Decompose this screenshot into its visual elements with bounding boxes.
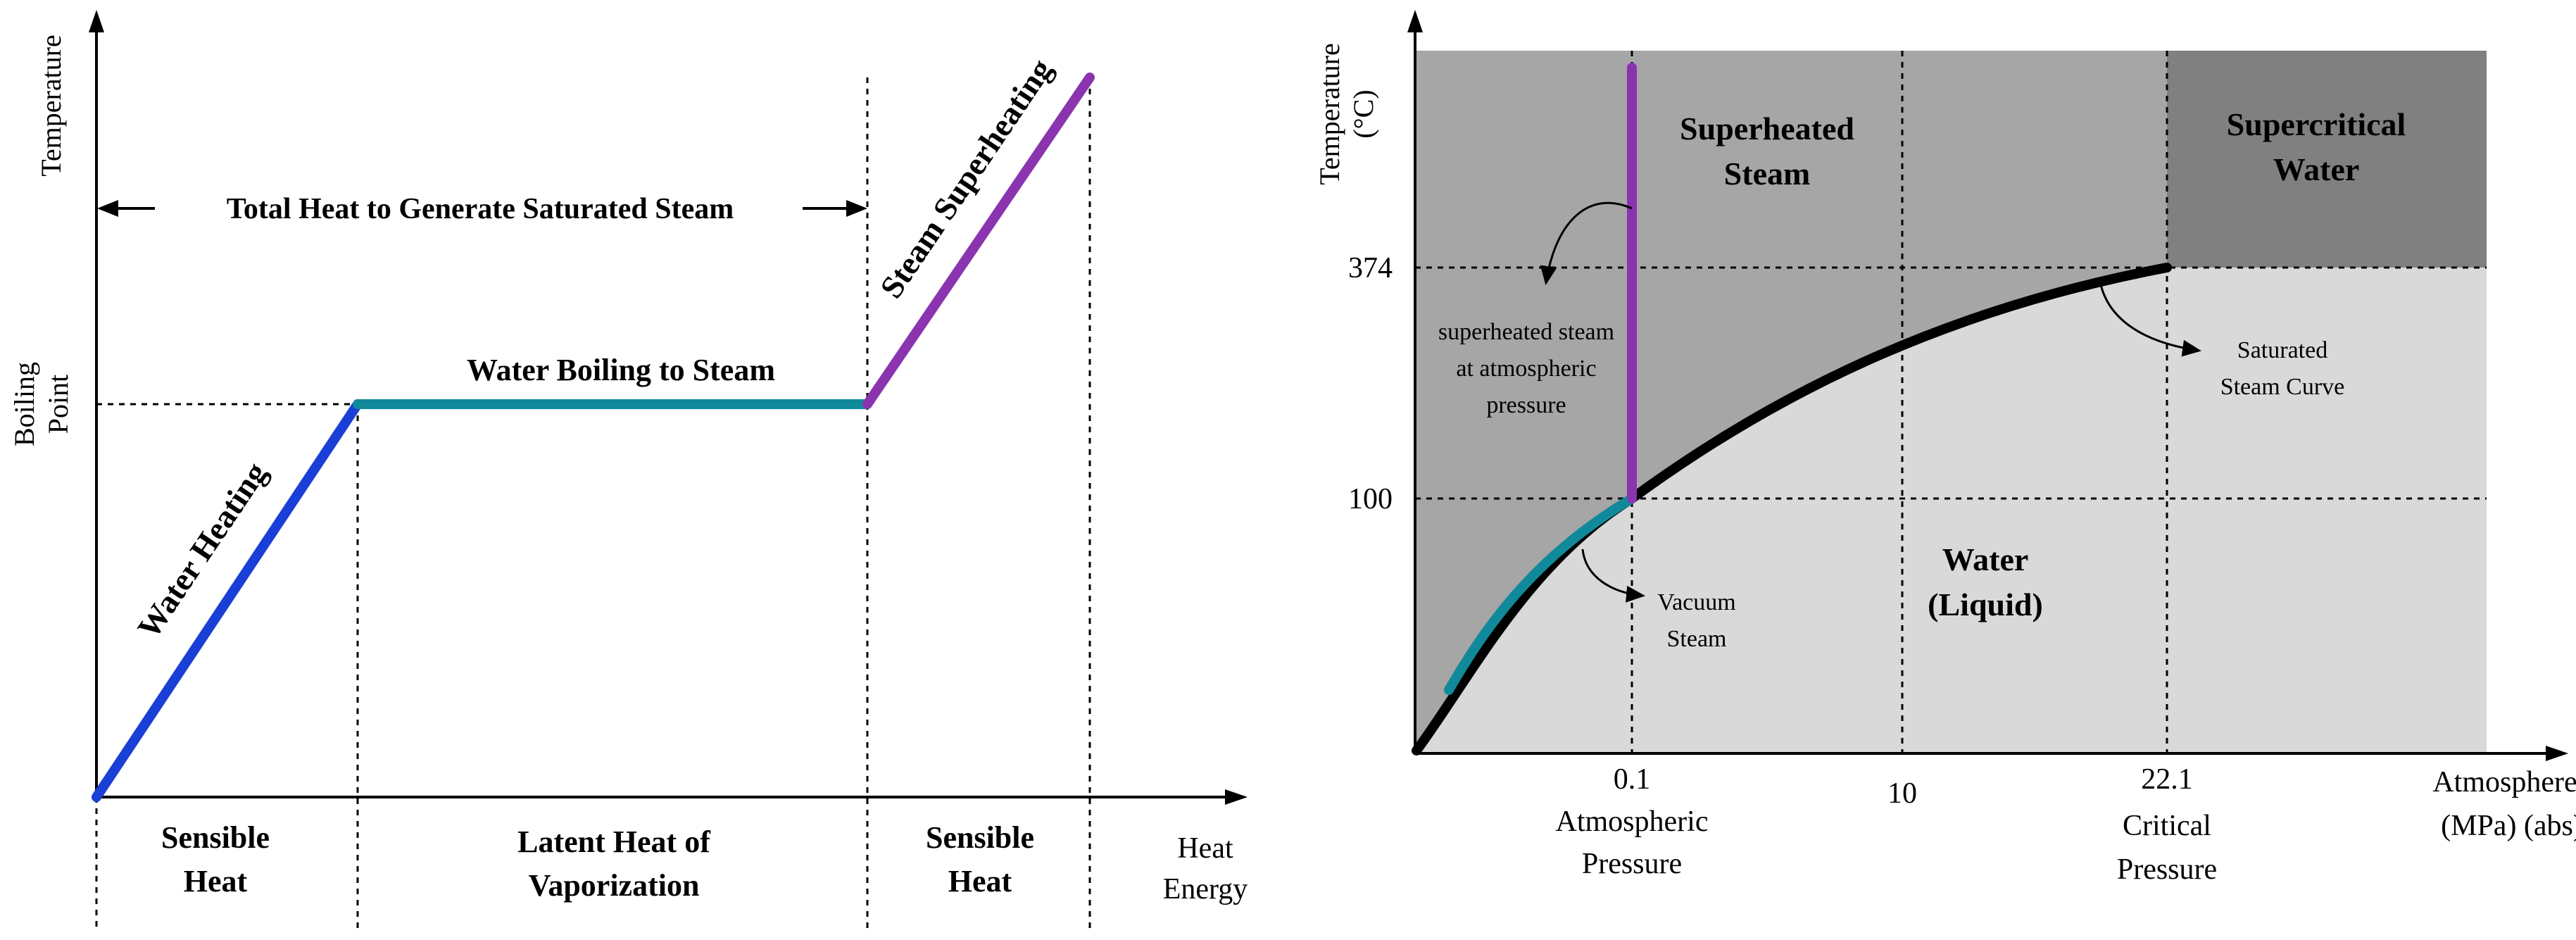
sensible-heat-1-line1: Sensible bbox=[161, 820, 270, 855]
x-tick-0-1: 0.1 bbox=[1614, 763, 1651, 796]
annot-saturated-line1: Saturated bbox=[2237, 337, 2327, 363]
water-heating-line bbox=[92, 399, 363, 802]
liquid-region bbox=[1415, 268, 2487, 753]
water-liquid-label-line2: (Liquid) bbox=[1928, 587, 2043, 622]
supercritical-region bbox=[2167, 51, 2487, 268]
right-y-axis-arrow-icon bbox=[1407, 10, 1423, 32]
annot-superheated-arrow bbox=[1540, 201, 1633, 285]
steam-superheating-line bbox=[862, 73, 1095, 409]
superheated-steam-label-line2: Steam bbox=[1724, 156, 1811, 192]
boiling-point-label-line1: Boiling bbox=[8, 362, 40, 446]
water-boiling-label: Water Boiling to Steam bbox=[467, 353, 775, 387]
y-tick-374: 374 bbox=[1348, 252, 1393, 284]
right-phase-diagram: Temperature (°C) 374 100 0.1 Atmospheric… bbox=[1314, 10, 2576, 886]
sensible-heat-1-line2: Heat bbox=[184, 864, 248, 898]
water-liquid-label-line1: Water bbox=[1942, 541, 2029, 577]
latent-heat-line1: Latent Heat of bbox=[517, 825, 711, 859]
x-tick-22-1: 22.1 bbox=[2141, 763, 2193, 796]
vacuum-steam-curve bbox=[1444, 494, 1637, 695]
boiling-point-label-line2: Point bbox=[42, 375, 74, 434]
annot-superheated-line2: at atmospheric bbox=[1456, 356, 1596, 382]
left-y-axis-label: Temperature bbox=[35, 35, 67, 177]
supercritical-label-line2: Water bbox=[2273, 151, 2360, 187]
right-x-axis-arrow-icon bbox=[2546, 746, 2568, 761]
right-y-axis-label-line1: Temperature bbox=[1314, 43, 1345, 185]
latent-heat-line2: Vaporization bbox=[529, 868, 700, 903]
x-tick-22-1-sub1: Critical bbox=[2123, 810, 2211, 842]
left-guide-lines bbox=[95, 77, 1091, 929]
annot-vacuum-line2: Steam bbox=[1667, 626, 1727, 652]
left-heating-diagram: Temperature Boiling Point Total Heat to … bbox=[8, 10, 1248, 929]
right-x-axis-label-line1: Atmosphere bbox=[2432, 766, 2576, 798]
heat-energy-label-line1: Heat bbox=[1177, 832, 1233, 865]
sensible-heat-2-line2: Heat bbox=[948, 864, 1012, 898]
right-y-axis-label-line2: (°C) bbox=[1347, 89, 1379, 138]
right-x-axis-label-line2: (MPa) (abs) bbox=[2441, 810, 2576, 842]
annot-saturated-arrow bbox=[2098, 277, 2201, 357]
x-tick-0-1-sub2: Pressure bbox=[1582, 848, 1682, 880]
annot-vacuum-line1: Vacuum bbox=[1657, 589, 1735, 615]
x-tick-0-1-sub1: Atmospheric bbox=[1556, 806, 1709, 838]
annot-vacuum-arrow bbox=[1581, 549, 1645, 603]
water-heating-label: Water Heating bbox=[130, 456, 274, 644]
left-x-axis-arrow-icon bbox=[1225, 789, 1248, 805]
saturated-steam-curve bbox=[1412, 263, 2172, 756]
annot-superheated-line1: superheated steam bbox=[1438, 319, 1614, 345]
heat-energy-label-line2: Energy bbox=[1163, 873, 1248, 905]
annot-saturated-line2: Steam Curve bbox=[2220, 374, 2345, 400]
total-heat-arrow-left-icon bbox=[97, 200, 118, 217]
y-tick-100: 100 bbox=[1348, 483, 1393, 515]
left-y-axis-arrow-icon bbox=[89, 10, 104, 32]
sensible-heat-2-line1: Sensible bbox=[926, 820, 1034, 855]
total-heat-arrow-right-icon bbox=[846, 200, 867, 217]
total-heat-label: Total Heat to Generate Saturated Steam bbox=[227, 193, 734, 225]
x-tick-10: 10 bbox=[1887, 777, 1917, 810]
annot-superheated-line3: pressure bbox=[1486, 392, 1566, 418]
superheated-steam-label-line1: Superheated bbox=[1680, 111, 1854, 146]
supercritical-label-line1: Supercritical bbox=[2227, 106, 2406, 142]
x-tick-22-1-sub2: Pressure bbox=[2117, 853, 2217, 886]
